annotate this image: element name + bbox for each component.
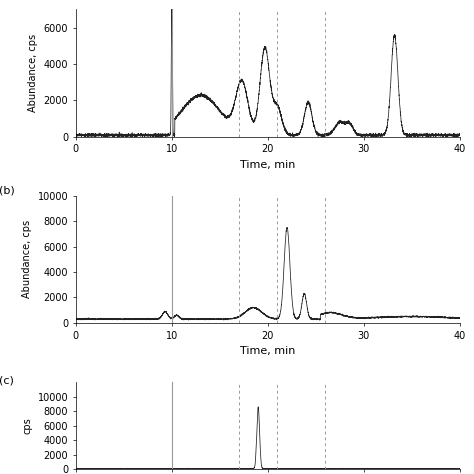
- Y-axis label: Abundance, cps: Abundance, cps: [22, 220, 32, 299]
- X-axis label: Time, min: Time, min: [240, 346, 295, 356]
- X-axis label: Time, min: Time, min: [240, 160, 295, 170]
- Y-axis label: Abundance, cps: Abundance, cps: [28, 34, 38, 112]
- Text: (c): (c): [0, 375, 14, 385]
- Y-axis label: cps: cps: [22, 417, 32, 434]
- Text: (b): (b): [0, 186, 15, 196]
